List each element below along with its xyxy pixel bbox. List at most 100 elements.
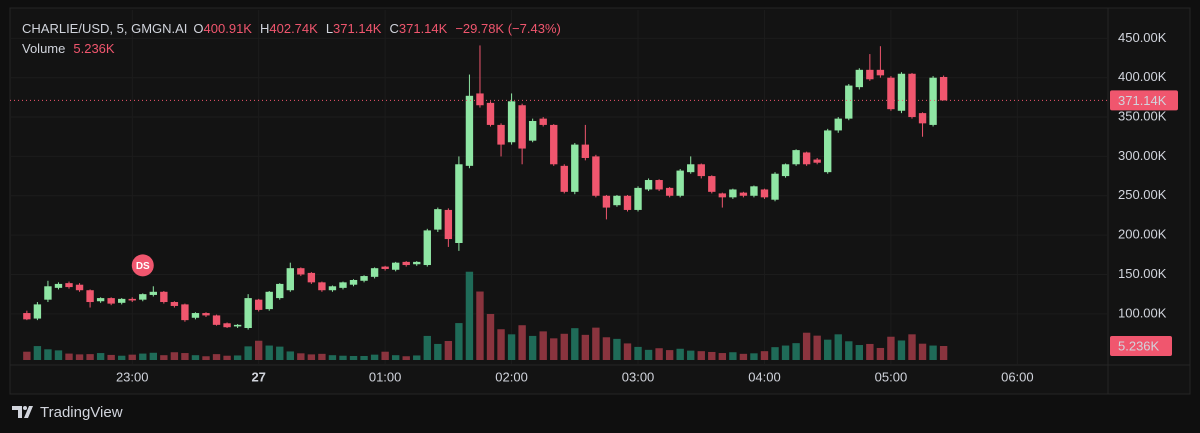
candle-body [212,315,221,325]
candle-body [507,101,516,143]
ohlc-value: 402.74K [269,21,318,36]
volume-bar [170,352,179,360]
volume-bar [908,334,916,360]
candle-body [54,283,63,288]
candle-body [634,187,642,210]
ohlc-value: 400.91K [204,21,253,36]
volume-bar [86,354,94,360]
candle-body [265,291,273,310]
volume-bar [845,341,853,360]
volume-bar [455,323,463,360]
change: −29.78K (−7.43%) [455,21,561,36]
candle-body [497,124,505,145]
volume-bar [160,355,168,360]
candle-body [939,76,948,101]
candle-body [676,170,684,196]
volume-bar [602,337,611,360]
volume-bar [760,351,769,360]
y-tick-label: 150.00K [1118,266,1167,281]
candle-body [581,144,590,158]
volume-bar [413,355,421,360]
ohlc-key: C [389,21,398,36]
volume-bar [497,329,505,360]
volume-bar [518,325,526,360]
candle-body [328,286,337,291]
volume-bar [444,341,453,360]
x-tick-label: 27 [251,369,265,384]
ohlc-key: L [326,21,333,36]
candle-body [897,73,906,111]
candle-body [866,69,874,80]
candle-body [739,192,748,196]
candle-body [623,195,632,210]
volume-bar [550,338,558,360]
volume-bar [876,347,885,360]
x-tick-label: 02:00 [495,369,528,384]
volume-bar [613,338,621,360]
candle-body [402,261,410,266]
candle-body [855,69,864,88]
candle-body [771,173,779,200]
candle-body [360,276,368,281]
candle-body [96,298,105,302]
volume-bar [434,343,442,360]
candle-body [729,189,737,198]
volume-bar [486,313,495,360]
candle-body [65,283,73,288]
candle-body [318,282,326,291]
volume-bar [118,355,126,360]
volume-value: 5.236K [73,41,115,56]
candle-body [802,152,811,165]
candle-body [307,272,316,283]
candle-body [254,299,263,310]
volume-bar [139,353,147,360]
volume-bar [128,354,136,360]
candle-body [592,156,600,196]
candle-body [276,283,284,299]
volume-bar [897,340,906,360]
candle-body [244,298,252,329]
volume-bar [623,343,632,360]
x-tick-label: 05:00 [875,369,908,384]
volume-bar [528,335,537,360]
last-price-label: 371.14K [1118,93,1167,108]
volume-box [1110,335,1172,356]
candle-body [644,180,653,190]
volume-bar [202,356,210,360]
candle-body [560,165,568,192]
volume-bar [834,334,842,360]
volume-bar [687,350,695,360]
y-tick-label: 250.00K [1118,187,1167,202]
candle-body [370,268,379,277]
candle-body [286,268,294,291]
volume-bar [360,355,368,360]
y-tick-label: 100.00K [1118,305,1167,320]
y-tick-label: 400.00K [1118,69,1167,84]
volume-title: Volume [22,41,65,56]
candle-body [118,298,126,303]
candle-body [887,77,895,110]
volume-bar [771,347,779,360]
candle-body [486,102,495,125]
candle-body [191,313,200,318]
volume-bar [318,353,326,360]
candle-body [550,124,558,165]
candle-body [128,298,136,301]
volume-bar [887,336,895,360]
volume-bar [781,345,790,360]
candle-body [708,176,716,192]
last-price-box [1110,90,1178,111]
candle-body [845,85,853,119]
volume-bar [824,339,832,360]
ohlc-key: H [260,21,269,36]
volume-bar [718,353,727,360]
volume-bar [181,353,189,360]
candle-body [571,144,579,192]
volume-bar [676,348,684,360]
candle-body [339,282,347,288]
volume-bar [792,343,800,360]
candle-body [413,261,421,265]
ohlc-key: O [193,21,203,36]
candle-body [149,291,157,295]
